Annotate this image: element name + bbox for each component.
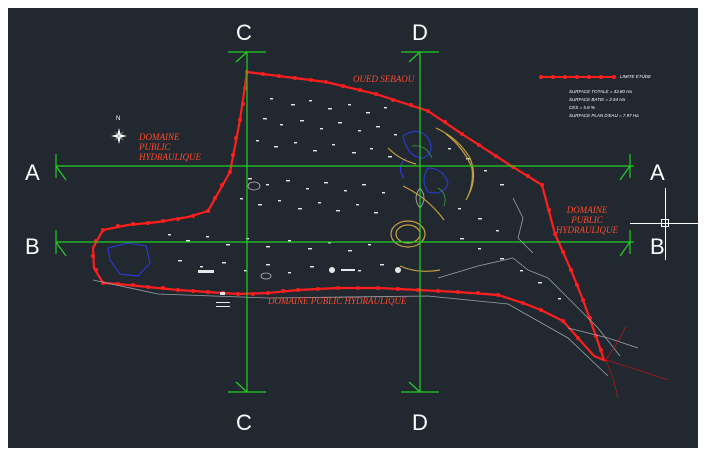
north-label: N bbox=[116, 116, 121, 122]
site-plan-drawing bbox=[55, 51, 669, 399]
outer-red-lines bbox=[605, 325, 669, 399]
section-c-top-label: C bbox=[236, 20, 252, 45]
crosshair-horizontal bbox=[630, 223, 698, 224]
outer-roads bbox=[92, 197, 639, 377]
domaine-bottom-label: DOMAINE PUBLIC HYDRAULIQUE bbox=[268, 296, 407, 306]
north-arrow: N bbox=[106, 116, 132, 150]
section-b-left-label: B bbox=[25, 234, 40, 259]
cad-crosshair-cursor bbox=[630, 188, 698, 260]
domaine-left-line-2: PUBLIC bbox=[139, 142, 171, 152]
legend-title: LIMITE ETUDE bbox=[620, 74, 652, 79]
park-paths bbox=[387, 127, 475, 272]
domaine-left-label: DOMAINE PUBLIC HYDRAULIQUE bbox=[139, 132, 201, 162]
legend-line bbox=[539, 75, 616, 79]
site-boundary bbox=[91, 70, 606, 362]
section-c-bottom-label: C bbox=[236, 410, 252, 435]
compass-icon bbox=[111, 128, 127, 144]
building-marks bbox=[168, 98, 561, 300]
domaine-right-line-1: DOMAINE bbox=[566, 205, 608, 215]
oued-sebaou-label: OUED SEBAOU bbox=[353, 74, 415, 84]
drawing-canvas[interactable]: N A A B B C C D D OUED SEBAOU DOMAINE PU… bbox=[8, 8, 698, 448]
domaine-right-line-2: PUBLIC bbox=[571, 215, 603, 225]
legend-line-3: CES = 5.8 % bbox=[569, 105, 595, 110]
legend-line-4: SURFACE PLAN D'EAU = 7.97 Ha bbox=[569, 113, 639, 118]
boundary-markers bbox=[91, 70, 603, 352]
section-a-right-label: A bbox=[650, 160, 665, 185]
domaine-left-line-3: HYDRAULIQUE bbox=[139, 152, 201, 162]
section-d-bottom-label: D bbox=[412, 410, 428, 435]
legend-line-1: SURFACE TOTALE = 43.80 Ha bbox=[569, 89, 632, 94]
park-green bbox=[411, 145, 446, 207]
crosshair-vertical bbox=[665, 188, 666, 260]
legend-stats: SURFACE TOTALE = 43.80 Ha SURFACE BATIE … bbox=[569, 88, 639, 120]
domaine-right-line-3: HYDRAULIQUE bbox=[556, 225, 618, 235]
domaine-left-line-1: DOMAINE bbox=[139, 132, 180, 142]
scale-marker bbox=[216, 292, 230, 307]
section-lines bbox=[55, 51, 634, 393]
section-a-left-label: A bbox=[25, 160, 40, 185]
crosshair-pickbox bbox=[661, 219, 669, 227]
section-d-top-label: D bbox=[412, 20, 428, 45]
domaine-right-label: DOMAINE PUBLIC HYDRAULIQUE bbox=[556, 205, 618, 235]
section-b-right-label: B bbox=[650, 234, 665, 259]
legend-line-2: SURFACE BATIE = 2.54 Ha bbox=[569, 97, 625, 102]
